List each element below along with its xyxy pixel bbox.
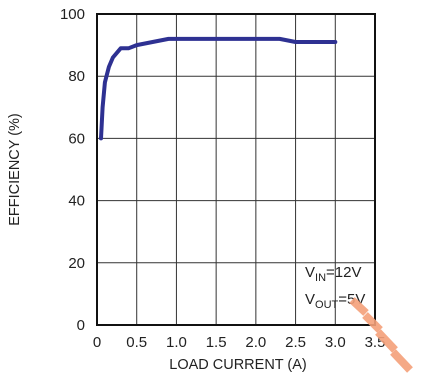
y-axis-label: EFFICIENCY (%) (7, 113, 23, 226)
watermark-stripe-3 (390, 349, 413, 373)
x-tick-label-5: 2.5 (285, 334, 306, 351)
x-axis-label: LOAD CURRENT (A) (169, 357, 307, 373)
efficiency-line (99, 36, 338, 141)
x-tick-label-4: 2.0 (245, 334, 266, 351)
watermark-stripe-1 (362, 312, 383, 333)
y-tick-label-5: 100 (60, 6, 85, 23)
x-tick-label-1: 0.5 (126, 334, 147, 351)
x-tick-label-6: 3.0 (325, 334, 346, 351)
x-tick-label-0: 0 (93, 334, 101, 351)
y-axis-ticks: 0 20 40 60 80 100 (60, 6, 85, 334)
x-tick-label-3: 1.5 (206, 334, 227, 351)
y-tick-label-3: 60 (68, 130, 85, 147)
x-axis-ticks: 0 0.5 1.0 1.5 2.0 2.5 3.0 3.5 (93, 334, 386, 351)
plot-frame (96, 13, 376, 326)
y-tick-label-0: 0 (77, 317, 85, 334)
y-tick-label-2: 40 (68, 193, 85, 210)
y-tick-label-1: 20 (68, 255, 85, 272)
watermark-stripe-0 (349, 297, 369, 316)
annotation-0: VIN=12V (305, 264, 361, 284)
watermark-stripes (349, 297, 413, 373)
x-tick-label-2: 1.0 (166, 334, 187, 351)
y-tick-label-4: 80 (68, 68, 85, 85)
watermark-stripe-2 (375, 329, 398, 353)
